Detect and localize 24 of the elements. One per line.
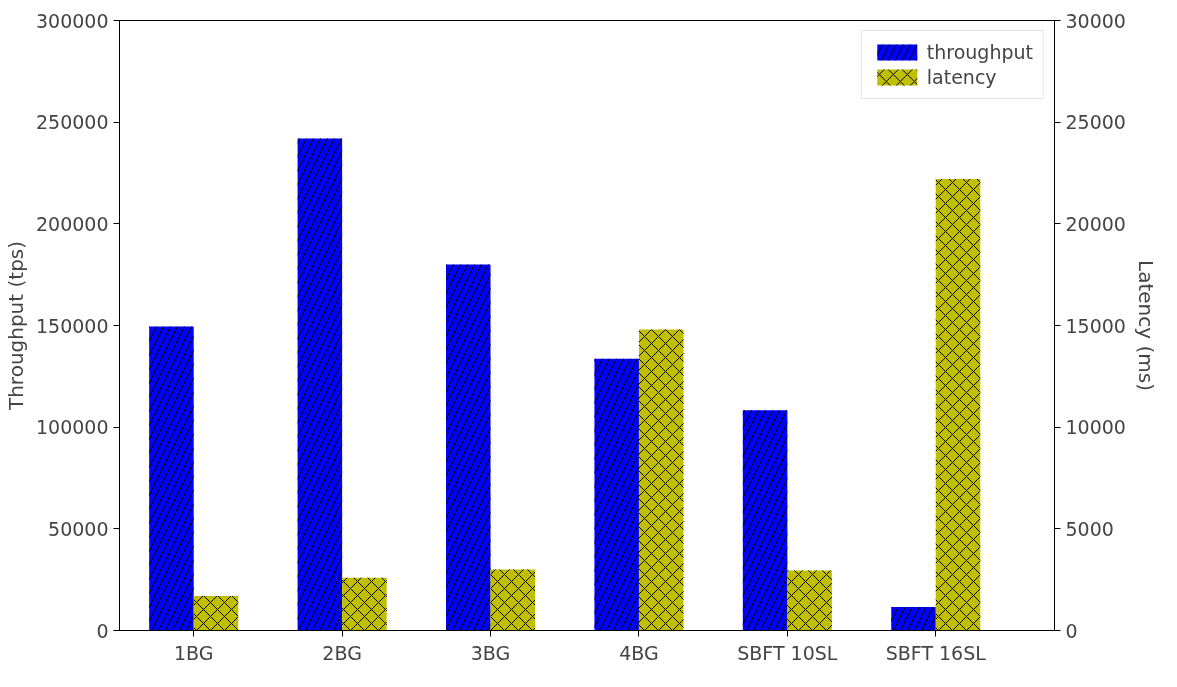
y2-tick-label: 15000 <box>1065 314 1126 337</box>
x-tick-label: 2BG <box>322 641 362 664</box>
y2-axis-title: Latency (ms) <box>1133 260 1158 391</box>
y-axis-title: Throughput (tps) <box>3 240 28 412</box>
x-tick-label: SBFT 10SL <box>737 641 838 664</box>
x-tick-label: 4BG <box>619 641 659 664</box>
x-tick-label: 1BG <box>173 641 214 664</box>
legend-label: latency <box>926 66 997 88</box>
y-tick-label: 200000 <box>35 212 109 235</box>
x-tick-label: 3BG <box>470 641 511 664</box>
legend-label: throughput <box>926 41 1033 63</box>
y-tick-label: 0 <box>96 619 109 642</box>
y2-tick-label: 10000 <box>1065 416 1126 439</box>
y-tick-label: 50000 <box>48 517 109 540</box>
y-tick-label: 150000 <box>35 314 109 337</box>
x-tick-label: SBFT 16SL <box>885 641 987 664</box>
y2-tick-label: 0 <box>1065 619 1078 642</box>
y-tick-label: 100000 <box>35 416 109 439</box>
y-tick-label: 250000 <box>35 111 109 134</box>
y2-tick-label: 5000 <box>1065 517 1114 540</box>
y2-tick-label: 25000 <box>1065 111 1126 134</box>
y2-tick-label: 30000 <box>1065 9 1126 32</box>
y2-tick-label: 20000 <box>1065 212 1126 235</box>
y-tick-label: 300000 <box>35 9 109 32</box>
